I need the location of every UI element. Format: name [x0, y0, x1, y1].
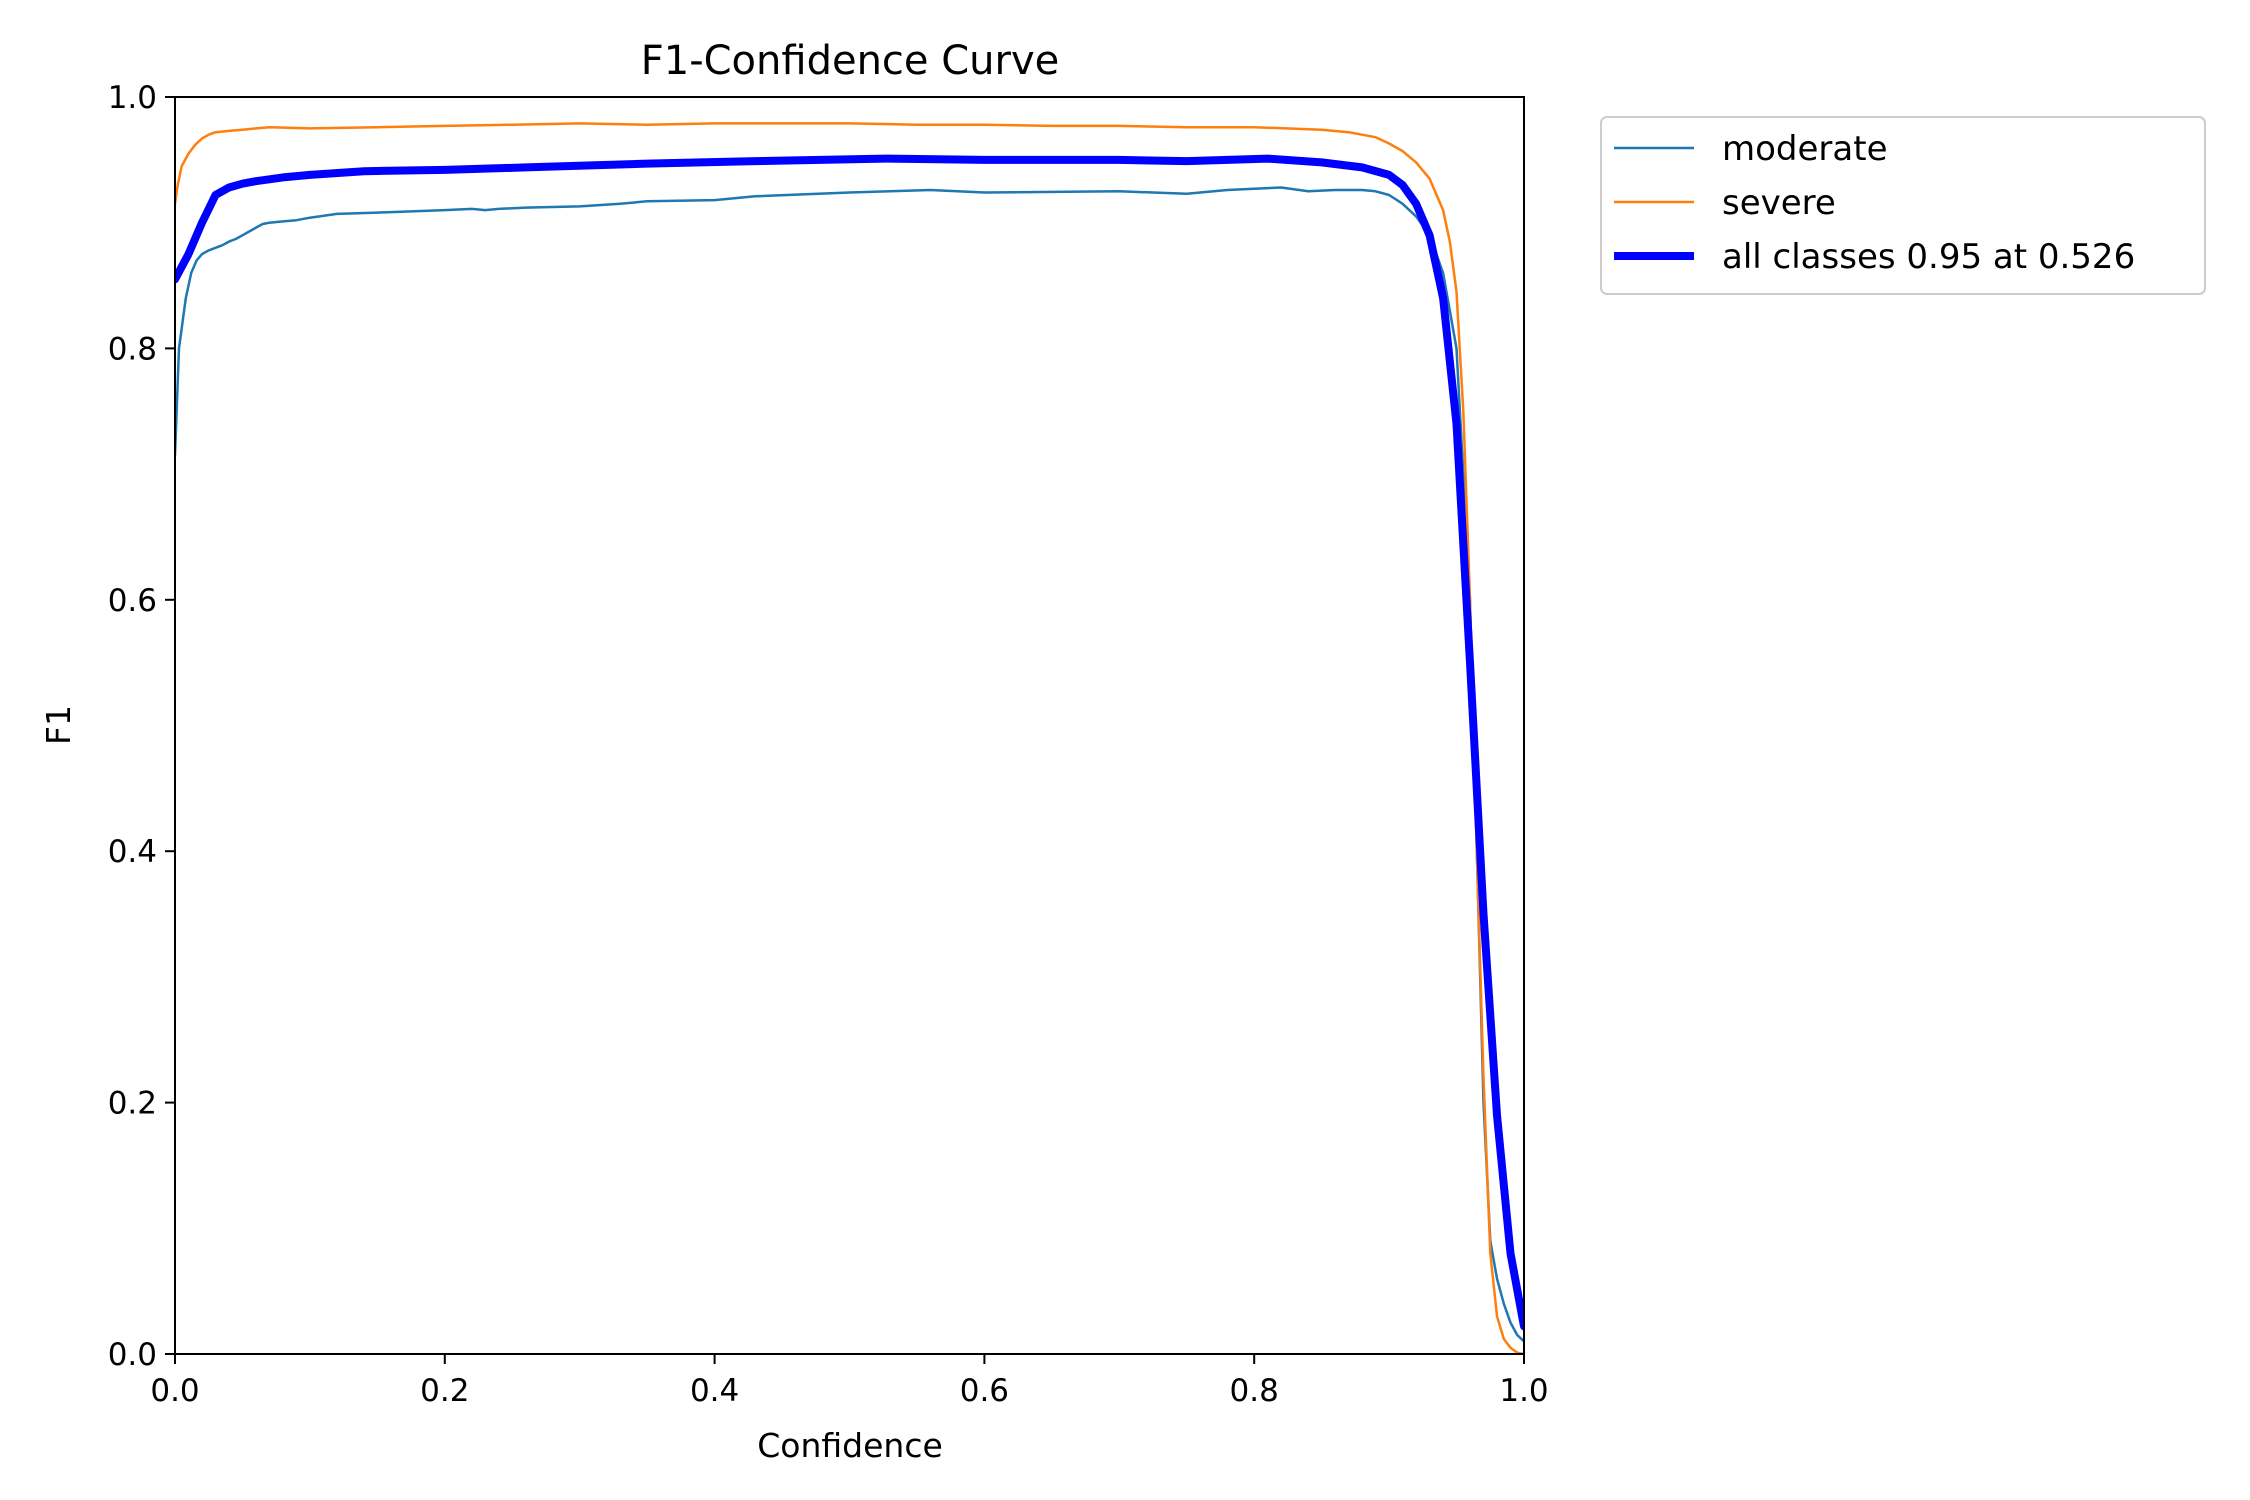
y-tick-label: 0.2	[108, 1086, 157, 1122]
x-tick-label: 1.0	[1499, 1373, 1548, 1409]
x-tick-label: 0.0	[150, 1373, 199, 1409]
x-axis-ticks: 0.0 0.2 0.4 0.6 0.8 1.0	[150, 1354, 1549, 1409]
legend-label-1: severe	[1722, 183, 1836, 223]
legend-frame	[1600, 116, 2206, 295]
y-tick-label: 0.4	[108, 834, 157, 870]
y-tick-label: 1.0	[108, 80, 157, 116]
series-line-2	[175, 154, 1524, 1331]
y-tick-label: 0.8	[108, 331, 157, 367]
y-axis-ticks: 0.0 0.2 0.4 0.6 0.8 1.0	[108, 80, 175, 1373]
series-line-0	[175, 186, 1524, 1343]
legend-label-2: all classes 0.95 at 0.526	[1722, 237, 2135, 277]
legend-label-0: moderate	[1722, 129, 1887, 169]
y-tick-label: 0.0	[108, 1337, 157, 1373]
plot-area	[174, 96, 1525, 1355]
x-tick-label: 0.8	[1230, 1373, 1279, 1409]
x-tick-label: 0.6	[960, 1373, 1009, 1409]
y-axis-label: F1	[39, 705, 78, 745]
x-axis-label: Confidence	[757, 1426, 943, 1465]
x-tick-label: 0.2	[420, 1373, 469, 1409]
x-tick-label: 0.4	[690, 1373, 739, 1409]
legend: moderate severe all classes 0.95 at 0.526	[1600, 116, 2206, 295]
chart-title: F1-Confidence Curve	[641, 38, 1060, 84]
y-tick-label: 0.6	[108, 583, 157, 619]
plot-frame	[174, 96, 1525, 1355]
